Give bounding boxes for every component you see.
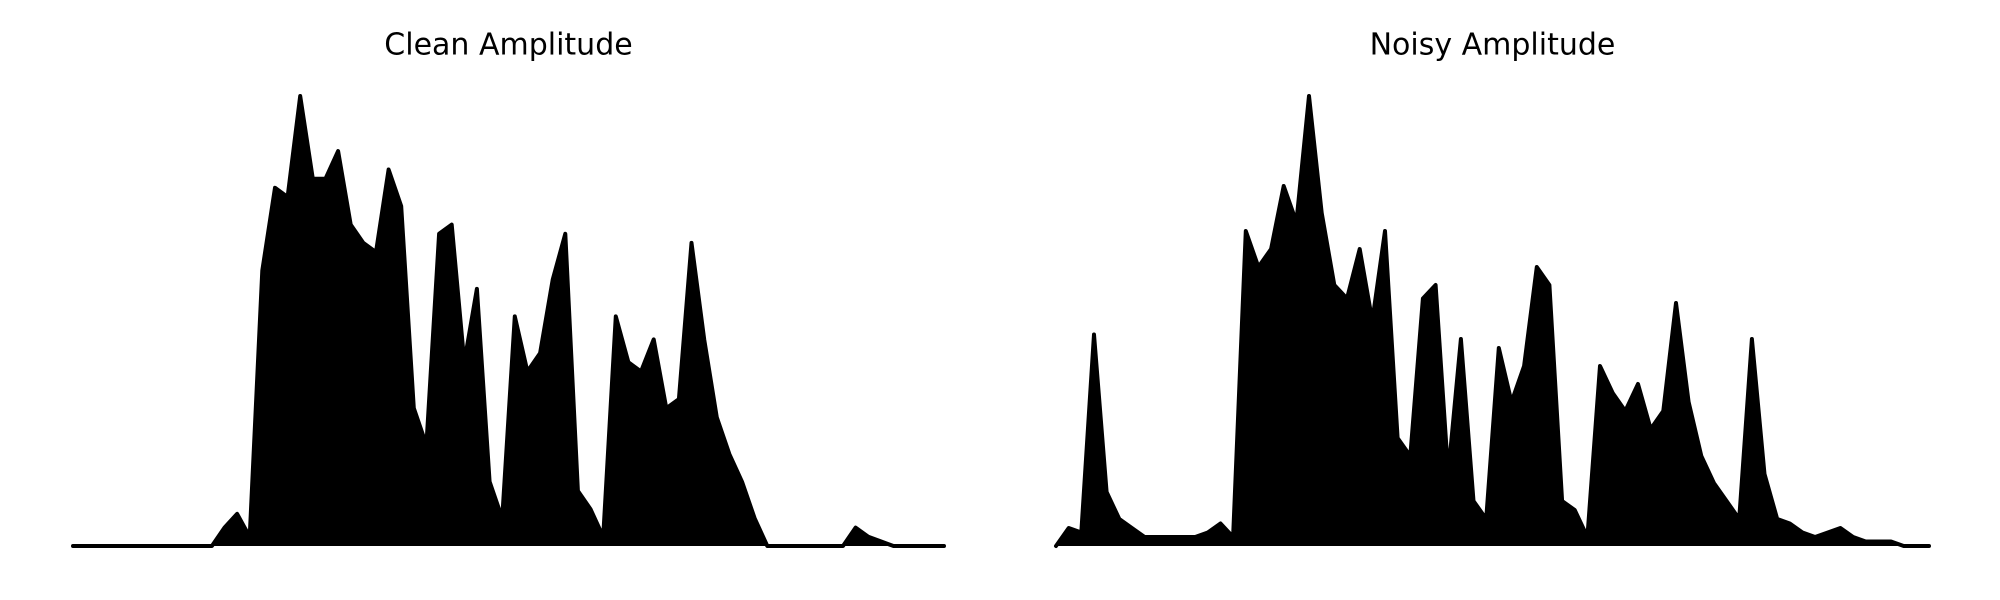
chart-title: Noisy Amplitude	[1370, 28, 1616, 63]
chart-title: Clean Amplitude	[384, 28, 632, 63]
amplitude-fill	[1056, 96, 1929, 546]
amplitude-line	[1054, 94, 1931, 548]
amplitude-fill	[73, 96, 944, 546]
amplitude-line	[71, 94, 946, 548]
